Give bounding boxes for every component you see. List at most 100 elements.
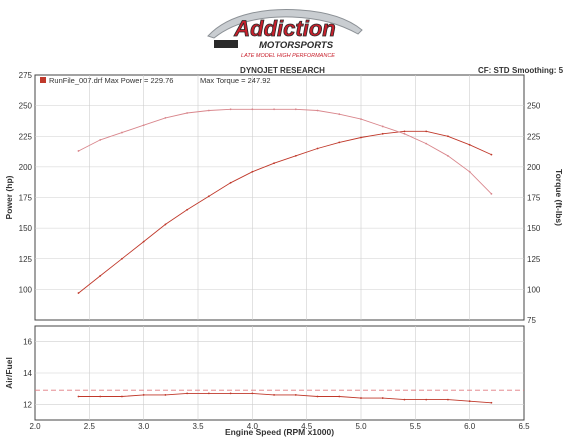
x-tick-label: 3.0 [138,422,150,431]
y2-tick-label: 175 [527,194,541,203]
y-axis-label: Power (hp) [4,175,14,219]
power-point [142,240,145,243]
y-tick-label: 200 [19,163,33,172]
afr-point [207,392,210,395]
y-tick-label: 175 [19,194,33,203]
correction-factor: CF: STD [478,66,510,75]
afr-point [425,398,428,401]
torque-point [229,108,232,111]
y2-tick-label: 100 [527,285,541,294]
afr-point [121,395,123,398]
y2-tick-label: 150 [527,224,541,233]
power-line [78,130,492,294]
x-tick-label: 2.5 [84,422,96,431]
afr-tick-label: 12 [23,400,32,409]
power-point [338,141,341,144]
y-tick-label: 250 [19,102,33,111]
torque-point [447,154,449,157]
torque-point [360,118,362,120]
afr-point [251,392,254,395]
power-point [207,195,210,198]
x-tick-label: 2.0 [29,422,41,431]
y-tick-label: 150 [19,224,33,233]
y2-tick-label: 225 [527,132,541,141]
torque-point [186,112,189,114]
y2-tick-label: 200 [527,163,541,172]
torque-point [164,116,167,119]
addiction-motorsports-logo: Addiction MOTORSPORTS LATE MODEL HIGH PE… [200,6,370,62]
torque-point [121,131,123,134]
afr-point [316,395,319,398]
afr-point [186,392,189,395]
x-tick-label: 6.5 [518,422,530,431]
logo-brand: Addiction [233,16,335,41]
y2-axis-label: Torque (ft-lbs) [554,169,564,226]
x-tick-label: 3.5 [192,422,204,431]
afr-point [294,394,297,396]
afr-point [490,401,493,404]
afr-point [447,398,449,401]
legend-run-label: RunFile_007.drf Max Power = 229.76 [49,76,173,85]
torque-line [78,108,492,195]
legend-swatch [40,77,46,83]
y-tick-label: 100 [19,285,33,294]
power-point [121,257,123,260]
torque-point [338,113,341,116]
power-point [381,132,384,135]
power-point [360,136,362,139]
torque-point [294,108,297,111]
torque-point [99,139,102,141]
power-point [403,130,406,133]
y-tick-label: 275 [19,71,33,80]
x-axis-label: Engine Speed (RPM x1000) [225,427,334,437]
logo-tagline: LATE MODEL HIGH PERFORMANCE [241,53,335,59]
power-point [99,275,102,277]
afr-point [468,400,471,403]
power-point [447,135,449,138]
power-point [229,181,232,184]
afr-point [273,394,275,396]
torque-point [207,109,210,112]
power-point [77,292,80,294]
torque-point [316,109,319,112]
torque-point [381,125,384,128]
power-point [490,153,493,156]
torque-point [468,170,471,173]
afr-point [229,392,232,395]
logo-sub: MOTORSPORTS [259,40,334,51]
afr-tick-label: 14 [23,369,32,378]
afr-point [142,394,145,396]
y2-tick-label: 75 [527,316,536,325]
y-tick-label: 125 [19,255,33,264]
logo-graphic: Addiction MOTORSPORTS LATE MODEL HIGH PE… [207,9,363,59]
power-point [468,143,471,146]
legend-torque-label: Max Torque = 247.92 [200,76,271,85]
torque-point [403,132,406,135]
logo-car-silhouette [207,9,363,39]
afr-point [381,397,384,399]
afr-point [403,398,406,401]
torque-point [425,142,428,145]
afr-point [99,395,102,398]
y2-tick-label: 125 [527,255,541,264]
power-point [425,130,428,133]
power-point [164,223,167,226]
torque-point [251,108,254,111]
power-point [186,208,189,211]
afr-point [338,395,341,398]
x-tick-label: 4.5 [301,422,313,431]
power-point [273,162,275,165]
afr-tick-label: 16 [23,338,32,347]
afr-axis-label: Air/Fuel [4,357,14,389]
torque-point [490,192,493,195]
power-point [251,170,254,173]
power-point [316,147,319,150]
afr-point [164,394,167,396]
torque-point [273,108,275,111]
x-tick-label: 4.0 [247,422,259,431]
afr-line [78,392,492,404]
chart-header-title: DYNOJET RESEARCH [240,66,325,75]
x-tick-label: 5.0 [355,422,367,431]
